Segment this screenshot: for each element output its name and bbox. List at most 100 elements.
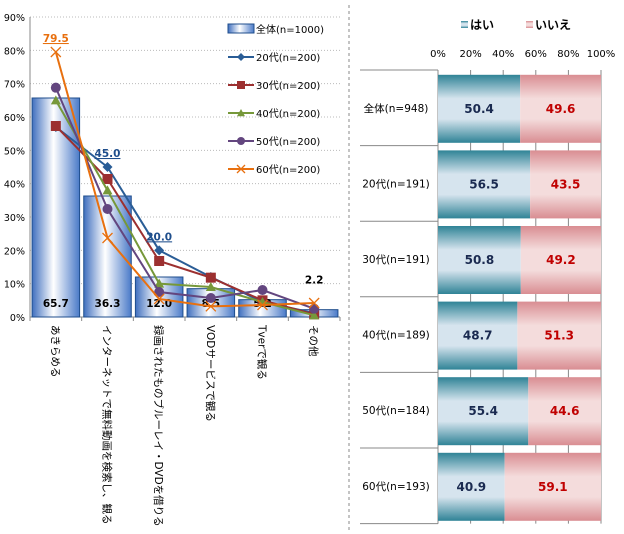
y-tick-label: 20% [4,246,25,257]
bar-segment-no [528,377,601,446]
annotation-label: 45.0 [95,148,121,160]
data-point-circle [257,285,268,295]
legend-label: 50代(n=200) [256,136,320,148]
annotation-label: 20.0 [146,231,172,243]
data-point-square [205,272,216,283]
data-point-triangle [205,282,216,291]
data-point-triangle [50,95,61,105]
data-point-triangle [257,297,268,306]
bar-data-label: 36.3 [95,298,121,310]
bar-data-label: 12.0 [146,298,172,310]
y-tick-label: 0% [10,313,25,324]
data-point-circle [154,287,165,297]
data-point-circle [237,137,245,145]
x-tick-label: インターネットで無料動画を検索し、観る [101,325,114,525]
y-tick-label: 80% [4,46,25,57]
data-label-yes: 56.5 [469,177,499,191]
data-point-square [154,256,165,266]
series-line [54,87,315,310]
y-tick-label: 90% [4,13,25,24]
x-tick-label: その他 [307,325,320,357]
bar-segment-yes [438,74,521,143]
data-point-square [237,81,245,89]
data-point-circle [205,293,216,303]
bar-segment-no [520,74,601,143]
bar-segment-yes [438,150,531,219]
data-label-yes: 50.8 [465,253,495,267]
x-tick-label: 40% [492,49,514,60]
x-tick-label: VODサービスで観る [204,325,217,422]
data-point-diamond [154,245,165,256]
data-point-diamond [102,162,113,172]
data-point-circle [309,303,320,314]
x-tick-label: あきらめる [49,325,61,378]
x-tick-label: 80% [557,49,579,60]
data-point-x [102,232,113,244]
x-tick-label: 100% [587,49,616,60]
legend-label: 40代(n=200) [256,108,320,120]
data-point-triangle [102,185,113,195]
x-tick-label: 0% [430,49,446,60]
y-tick-label: 60代(n=193) [362,481,430,493]
legend-label: 30代(n=200) [256,80,320,92]
legend-swatch [461,21,468,28]
legend-swatch [526,21,533,28]
y-tick-label: 30% [4,213,25,224]
y-tick-label: 60% [4,113,25,124]
bar-segment-yes [438,301,518,370]
data-label-no: 59.1 [538,480,568,494]
data-point-x [236,164,246,174]
data-point-triangle [237,109,245,117]
legend-label: 全体(n=1000) [256,23,324,36]
series-line [54,51,315,308]
y-tick-label: 全体(n=948) [364,102,429,115]
legend-label: いいえ [535,18,571,32]
x-tick-label: 20% [459,49,481,60]
y-tick-label: 70% [4,80,25,91]
x-tick-label: 60% [525,49,547,60]
data-point-x [205,300,217,312]
bar-data-label: 65.7 [43,298,69,310]
data-label-no: 51.3 [544,329,574,343]
data-point-x [308,297,320,309]
y-tick-label: 10% [4,280,25,291]
data-label-yes: 48.7 [463,329,493,343]
bar-segment-no [520,226,601,294]
data-point-circle [50,82,61,93]
legend-swatch [227,23,255,34]
data-label-yes: 50.4 [464,102,494,116]
x-tick-label: 録画されたものブルーレイ・DVDを借りる [152,325,165,527]
data-label-yes: 55.4 [468,404,498,418]
legend-label: はい [470,18,494,32]
y-tick-label: 50代(n=184) [362,405,430,417]
bar-segment-yes [438,377,529,446]
series-line [55,125,315,316]
data-point-x [153,293,165,305]
data-label-yes: 40.9 [457,480,487,494]
bar-segment-no [504,452,601,521]
data-point-square [102,174,113,184]
bar [31,97,81,318]
bar-data-label: 2.2 [305,275,324,287]
data-label-no: 49.2 [546,253,576,267]
y-tick-label: 20代(n=191) [362,178,430,190]
bar-segment-yes [438,452,505,521]
data-point-diamond [237,53,245,61]
data-point-x [257,299,268,311]
data-point-triangle [154,278,165,288]
bar-segment-no [530,150,601,219]
bar-segment-yes [438,226,521,294]
data-label-no: 44.6 [550,404,580,418]
data-point-x [50,46,62,58]
data-point-triangle [309,310,320,320]
data-point-circle [102,204,113,214]
annotation-label: 79.5 [43,33,69,45]
x-tick-label: Tverで観る [256,324,269,380]
y-tick-label: 30代(n=191) [362,254,430,266]
bar-segment-no [517,301,601,370]
data-point-square [50,121,61,131]
y-tick-label: 50% [4,146,25,157]
data-label-no: 49.6 [546,102,576,116]
data-label-no: 43.5 [551,177,581,191]
